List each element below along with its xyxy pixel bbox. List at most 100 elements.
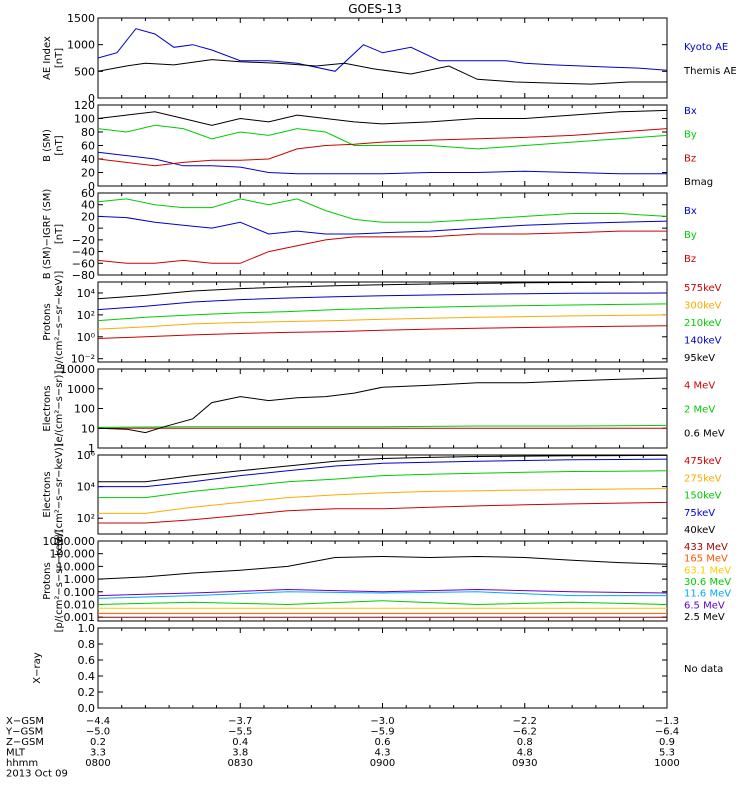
panel-frame	[97, 454, 668, 535]
y-axis-label: AE Index	[42, 36, 53, 80]
x-axis-tick-value: −3.7	[228, 716, 252, 727]
y-tick-label: 60	[81, 140, 95, 153]
x-axis-tick-value: 0930	[512, 758, 537, 769]
series-line-475kev	[98, 501, 668, 524]
panel-frame	[97, 627, 668, 709]
x-axis-table: X−GSM −4.4 −3.7 −3.0 −2.2 −1.3 Y−GSM −5.0 −5.5 −5…	[5, 716, 680, 780]
y-tick-label: 0.001	[64, 611, 96, 624]
y-tick-label: 0.100	[64, 586, 96, 599]
y-tick-label: 10²	[77, 512, 95, 525]
y-tick-label: 0.2	[78, 686, 96, 699]
legend-entry: 275keV	[684, 473, 722, 484]
y-tick-label: 0.4	[78, 670, 96, 683]
x-axis-tick-value: 4.8	[517, 748, 533, 759]
y-tick-label: 500	[74, 65, 95, 78]
legend-entry: 150keV	[684, 491, 722, 502]
y-axis-label: [p/(cm²−s−sr−keV)]	[54, 271, 65, 374]
y-axis-label: Electrons	[42, 471, 53, 517]
y-axis-label: [e/(cm²−s−sr)]	[54, 371, 65, 447]
legend-entry: Bz	[684, 153, 696, 164]
legend-entry: By	[684, 130, 697, 141]
legend-entry: 4 MeV	[684, 381, 715, 392]
x-axis-tick-value: 4.3	[375, 748, 391, 759]
series-line-150kev	[98, 470, 668, 499]
panel-frame	[97, 281, 668, 363]
x-axis-tick-value: −3.0	[370, 716, 394, 727]
y-tick-label: 0.6	[78, 654, 96, 667]
legend-entry: 11.6 MeV	[684, 589, 731, 600]
legend-entry: 30.6 MeV	[684, 577, 731, 588]
y-tick-label: 1000.000	[43, 535, 96, 548]
y-tick-label: 1500	[67, 12, 95, 25]
series-line-0-6-mev	[97, 377, 668, 434]
y-tick-label: 10⁴	[77, 481, 96, 494]
legend-entry: Bx	[684, 106, 697, 117]
series-line-275kev	[98, 488, 668, 514]
legend-entry: Kyoto AE	[684, 42, 728, 53]
legend-entry: By	[684, 230, 697, 241]
y-tick-label: 100	[74, 403, 95, 416]
legend-entry: 165 MeV	[684, 554, 728, 565]
y-tick-label: 0.8	[78, 638, 96, 651]
y-tick-label: 0	[88, 92, 95, 105]
y-tick-label: 0	[88, 180, 95, 193]
y-tick-label: −60	[72, 257, 95, 270]
y-tick-label: 1000	[67, 39, 95, 52]
y-tick-label: 10.000	[57, 560, 96, 573]
x-axis-tick-value: 1000	[654, 758, 679, 769]
y-tick-label: 40	[81, 153, 95, 166]
legend-entry: 0.6 MeV	[684, 429, 725, 440]
y-tick-label: 120	[74, 99, 95, 112]
series-line-75kev	[98, 458, 668, 488]
y-tick-label: 1000	[67, 383, 95, 396]
y-tick-label: 10⁶	[77, 449, 96, 462]
x-axis-tick-value: 0.2	[90, 737, 106, 748]
series-line-210kev	[97, 303, 668, 322]
y-tick-label: 60	[81, 187, 95, 200]
x-axis-row-label: X−GSM	[6, 716, 44, 727]
y-tick-label: 1.000	[64, 573, 96, 586]
panel-frame	[97, 540, 668, 622]
series-line-by	[97, 124, 668, 150]
y-axis-label: [e/(cm²−s−sr−keV)]	[54, 443, 65, 546]
panel-frame	[97, 192, 668, 276]
y-tick-label: −80	[72, 269, 95, 282]
x-axis-tick-value: 0.6	[375, 737, 391, 748]
y-tick-label: 80	[81, 126, 95, 139]
y-tick-label: −20	[72, 234, 95, 247]
x-axis-tick-value: 0900	[370, 758, 395, 769]
y-tick-label: 100	[74, 113, 95, 126]
panel-note: No data	[684, 664, 723, 675]
x-axis-row-label: Z−GSM	[6, 737, 44, 748]
panel-ae: 0 500 1000 1500 AE Index [nT] Kyoto AE Themis A…	[42, 12, 737, 105]
x-axis-tick-value: 3.8	[232, 748, 248, 759]
x-axis-tick-value: 0800	[85, 758, 110, 769]
series-line-themis-ae	[97, 59, 667, 85]
y-axis-label: [nT]	[54, 135, 65, 155]
y-axis-label: Protons	[42, 303, 53, 340]
y-tick-label: 40	[81, 199, 95, 212]
legend-entry: Bmag	[684, 177, 713, 188]
legend-entry: 40keV	[684, 525, 715, 536]
y-tick-label: 10	[81, 422, 95, 435]
series-line-bx	[97, 215, 668, 235]
legend-entry: 2.5 MeV	[684, 612, 725, 623]
x-axis-row-label: MLT	[6, 748, 26, 759]
x-axis-tick-value: −1.3	[655, 716, 679, 727]
y-tick-label: 100.000	[50, 548, 96, 561]
series-line-140kev	[97, 292, 668, 311]
legend-entry: 140keV	[684, 336, 722, 347]
series-line-6-5-mev	[97, 588, 668, 597]
series-line-bz	[97, 230, 667, 264]
figure-title: GOES-13	[348, 2, 402, 16]
x-axis-row-label: hhmm	[6, 758, 38, 769]
x-axis-tick-value: 0830	[228, 758, 253, 769]
y-tick-label: 0	[88, 222, 95, 235]
y-tick-label: 10⁻²	[71, 353, 95, 366]
x-axis-date: 2013 Oct 09	[6, 769, 68, 780]
panel-xray: 0.0 0.2 0.4 0.6 0.8 1.0 X−ray No data	[32, 622, 723, 715]
panel-protons_low: 10⁻² 10⁰ 10² 10⁴ Protons [p/(cm²−s−sr−keV)] 57…	[42, 271, 722, 374]
